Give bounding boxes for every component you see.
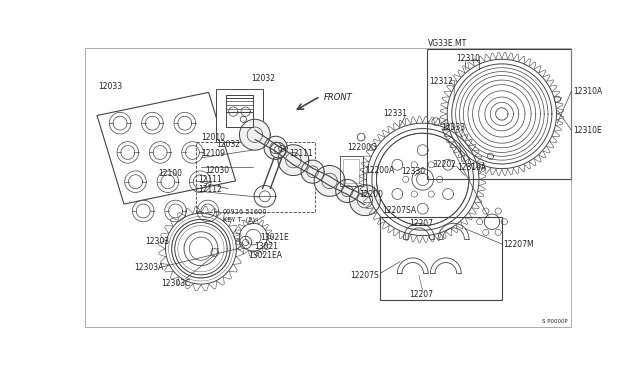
Text: S P0000P: S P0000P — [542, 319, 568, 324]
Text: 12032: 12032 — [251, 74, 275, 83]
Text: 12030: 12030 — [205, 166, 229, 176]
Text: 12200G: 12200G — [348, 143, 377, 152]
Text: 13021E: 13021E — [260, 232, 289, 242]
Polygon shape — [349, 185, 380, 216]
Text: 12207: 12207 — [410, 219, 434, 228]
Text: 12312: 12312 — [429, 77, 454, 86]
Text: 12207M: 12207M — [504, 240, 534, 248]
Text: 12200: 12200 — [359, 189, 383, 199]
Text: 12111: 12111 — [198, 175, 222, 184]
Text: KEY T- (2): KEY T- (2) — [223, 217, 255, 224]
Bar — [380, 217, 502, 300]
Text: 12207S: 12207S — [350, 271, 379, 280]
Text: 12033: 12033 — [99, 82, 123, 91]
Text: 12100: 12100 — [159, 169, 182, 178]
Bar — [340, 155, 363, 186]
Text: 12200A: 12200A — [365, 166, 394, 176]
Text: 12111: 12111 — [289, 150, 313, 158]
Text: 12303: 12303 — [145, 237, 169, 246]
Text: 12310: 12310 — [456, 54, 480, 63]
Polygon shape — [97, 92, 236, 204]
Bar — [427, 49, 572, 179]
Text: VG33E.MT: VG33E.MT — [428, 39, 467, 48]
Text: 13021: 13021 — [254, 242, 278, 251]
Bar — [216, 89, 262, 142]
Polygon shape — [301, 160, 324, 183]
Polygon shape — [376, 133, 469, 225]
Text: 12330: 12330 — [401, 167, 425, 176]
Text: 12207SA: 12207SA — [382, 206, 416, 215]
Bar — [344, 158, 359, 183]
Text: 32202: 32202 — [433, 160, 457, 169]
Text: 12207: 12207 — [410, 290, 434, 299]
Text: FRONT: FRONT — [324, 93, 353, 102]
Polygon shape — [278, 145, 308, 176]
Text: 12303A: 12303A — [134, 263, 163, 272]
Text: 12310A: 12310A — [458, 163, 486, 172]
Text: 12112: 12112 — [198, 185, 222, 194]
Polygon shape — [264, 136, 287, 159]
Text: 12109: 12109 — [201, 150, 225, 158]
Polygon shape — [314, 166, 345, 196]
Text: 12310A: 12310A — [573, 87, 602, 96]
Text: 12331: 12331 — [383, 109, 408, 118]
Polygon shape — [239, 119, 270, 150]
Text: 00926-51600: 00926-51600 — [223, 209, 267, 215]
Text: 12303C: 12303C — [161, 279, 190, 288]
Bar — [196, 142, 315, 212]
Text: 12032: 12032 — [216, 140, 241, 149]
Text: 13021EA: 13021EA — [248, 251, 282, 260]
Text: 12310E: 12310E — [573, 126, 602, 135]
Text: 12333: 12333 — [441, 122, 465, 132]
Polygon shape — [336, 179, 359, 202]
Text: 12010: 12010 — [201, 132, 225, 141]
